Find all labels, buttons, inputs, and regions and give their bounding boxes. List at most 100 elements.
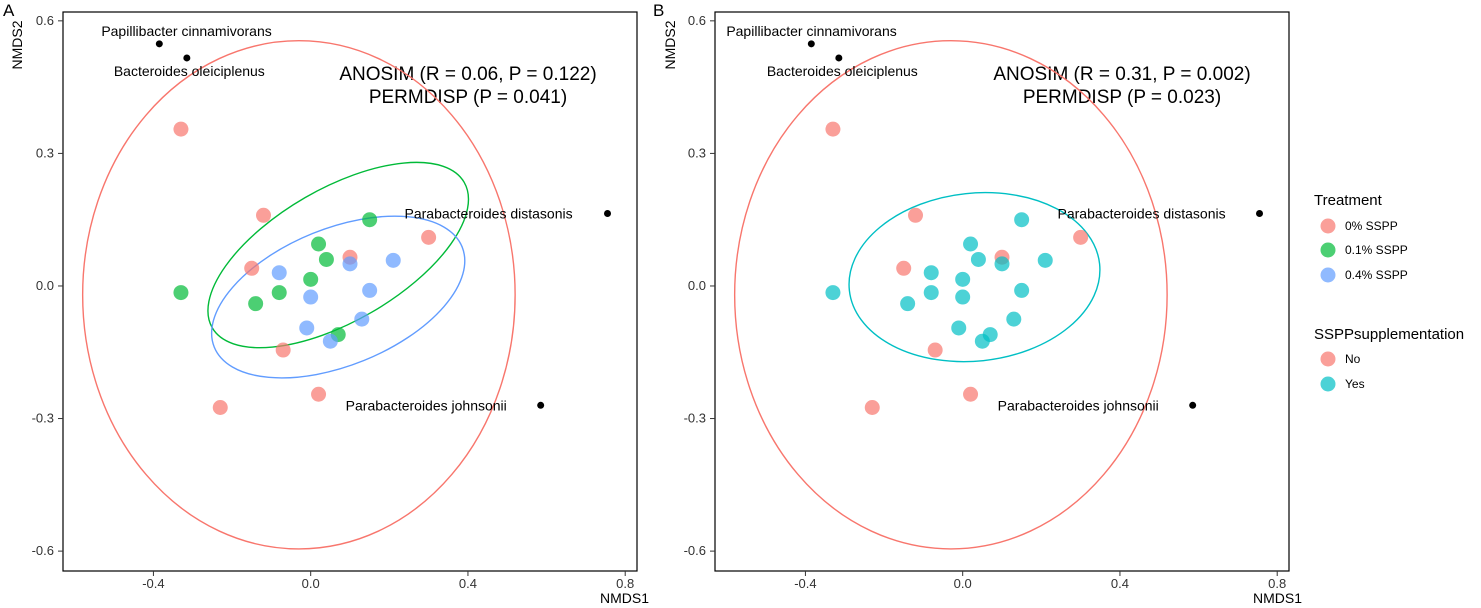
- species-label: Parabacteroides johnsonii: [998, 397, 1159, 413]
- data-point: [362, 212, 378, 228]
- x-tick-label: -0.4: [794, 576, 816, 591]
- panel-b: -0.4 0.0 0.4 0.8 -0.6 -0.3 0.0 0.3 0.6 NMDS1 NMDS2…: [653, 1, 1302, 606]
- confidence-ellipse: [207, 161, 470, 349]
- data-point: [248, 296, 264, 312]
- data-point: [318, 251, 334, 267]
- permdisp-stat: PERMDISP (P = 0.041): [369, 87, 567, 108]
- legend-item: 0.1% SSPP: [1320, 242, 1408, 258]
- species-dot: [1189, 401, 1197, 409]
- y-tick-label: 0.3: [688, 145, 706, 160]
- data-point: [864, 399, 880, 415]
- plot-frame: [62, 11, 638, 572]
- x-axis-title: NMDS1: [600, 590, 649, 606]
- species-label: Papillibacter cinnamivorans: [726, 23, 896, 39]
- data-point: [173, 121, 189, 137]
- data-point: [1037, 252, 1053, 268]
- data-point: [963, 386, 979, 402]
- confidence-ellipse: [81, 40, 516, 550]
- data-point: [923, 285, 939, 301]
- species-dot: [835, 54, 843, 62]
- data-point: [1014, 282, 1030, 298]
- species-label: Parabacteroides distasonis: [1058, 206, 1226, 222]
- y-tick-label: 0.6: [36, 13, 54, 28]
- data-point: [900, 296, 916, 312]
- data-point: [923, 265, 939, 281]
- y-tick-label: 0.3: [36, 145, 54, 160]
- data-point: [421, 229, 437, 245]
- data-point: [322, 333, 338, 349]
- legend-item: No: [1320, 351, 1361, 367]
- species-dot: [537, 401, 545, 409]
- x-tick-label: -0.4: [142, 576, 164, 591]
- species-dot: [604, 210, 612, 218]
- data-point: [955, 289, 971, 305]
- confidence-ellipse: [210, 215, 466, 379]
- species-label: Bacteroides oleiciplenus: [114, 63, 265, 79]
- data-point: [173, 285, 189, 301]
- species-dot: [155, 40, 163, 48]
- legend-label: 0.1% SSPP: [1345, 243, 1408, 257]
- legend-key: [1320, 267, 1336, 283]
- data-point: [970, 251, 986, 267]
- y-tick-label: -0.6: [32, 543, 54, 558]
- data-point: [342, 256, 358, 272]
- data-point: [303, 271, 319, 287]
- x-tick-label: 0.4: [1111, 576, 1129, 591]
- data-point: [955, 271, 971, 287]
- data-point: [256, 207, 272, 223]
- y-tick-label: -0.3: [32, 411, 54, 426]
- confidence-ellipse: [848, 191, 1101, 363]
- legend-key: [1320, 242, 1336, 258]
- data-point: [927, 342, 943, 358]
- species-dot: [1256, 210, 1264, 218]
- species-label: Parabacteroides johnsonii: [346, 397, 507, 413]
- confidence-ellipse: [733, 40, 1168, 550]
- y-tick-label: 0.0: [36, 278, 54, 293]
- permdisp-stat: PERMDISP (P = 0.023): [1023, 87, 1221, 108]
- species-label: Bacteroides oleiciplenus: [767, 63, 918, 79]
- data-point: [354, 311, 370, 327]
- x-tick-label: 0.4: [459, 576, 477, 591]
- species-dot: [807, 40, 815, 48]
- data-point: [385, 252, 401, 268]
- data-point: [994, 256, 1010, 272]
- legend-label: 0% SSPP: [1345, 219, 1398, 233]
- data-point: [299, 320, 315, 336]
- legend-supplementation: SSPPsupplementation No Yes: [1314, 326, 1464, 392]
- x-axis-title: NMDS1: [1253, 590, 1302, 606]
- legend-item: Yes: [1320, 376, 1365, 392]
- data-point: [896, 260, 912, 276]
- data-point: [1014, 212, 1030, 228]
- species-dot: [183, 54, 191, 62]
- data-point: [825, 121, 841, 137]
- data-point: [1006, 311, 1022, 327]
- data-point: [311, 236, 327, 252]
- data-point: [908, 207, 924, 223]
- legend-key: [1320, 218, 1336, 234]
- legend-label: No: [1345, 352, 1361, 366]
- legend: Treatment 0% SSPP 0.1% SSPP 0.4% SSPP SS…: [1314, 192, 1464, 392]
- legend-title: SSPPsupplementation: [1314, 326, 1464, 343]
- data-point: [271, 285, 287, 301]
- data-point: [362, 282, 378, 298]
- data-point: [951, 320, 967, 336]
- data-point: [311, 386, 327, 402]
- species-label: Parabacteroides distasonis: [405, 206, 573, 222]
- data-point: [825, 285, 841, 301]
- plot-frame: [714, 11, 1290, 572]
- species-label: Papillibacter cinnamivorans: [101, 23, 271, 39]
- panel-letter: B: [653, 1, 664, 20]
- legend-key: [1320, 376, 1336, 392]
- x-tick-label: 0.8: [1268, 576, 1286, 591]
- y-tick-label: 0.6: [688, 13, 706, 28]
- data-point: [963, 236, 979, 252]
- legend-item: 0% SSPP: [1320, 218, 1398, 234]
- data-point: [1073, 229, 1089, 245]
- data-point: [212, 399, 228, 415]
- data-point: [974, 333, 990, 349]
- panel-a: -0.4 0.0 0.4 0.8 -0.6 -0.3 0.0 0.3 0.6 NMDS1 NMDS2…: [3, 1, 649, 606]
- legend-label: 0.4% SSPP: [1345, 268, 1408, 282]
- legend-label: Yes: [1345, 377, 1365, 391]
- legend-item: 0.4% SSPP: [1320, 267, 1408, 283]
